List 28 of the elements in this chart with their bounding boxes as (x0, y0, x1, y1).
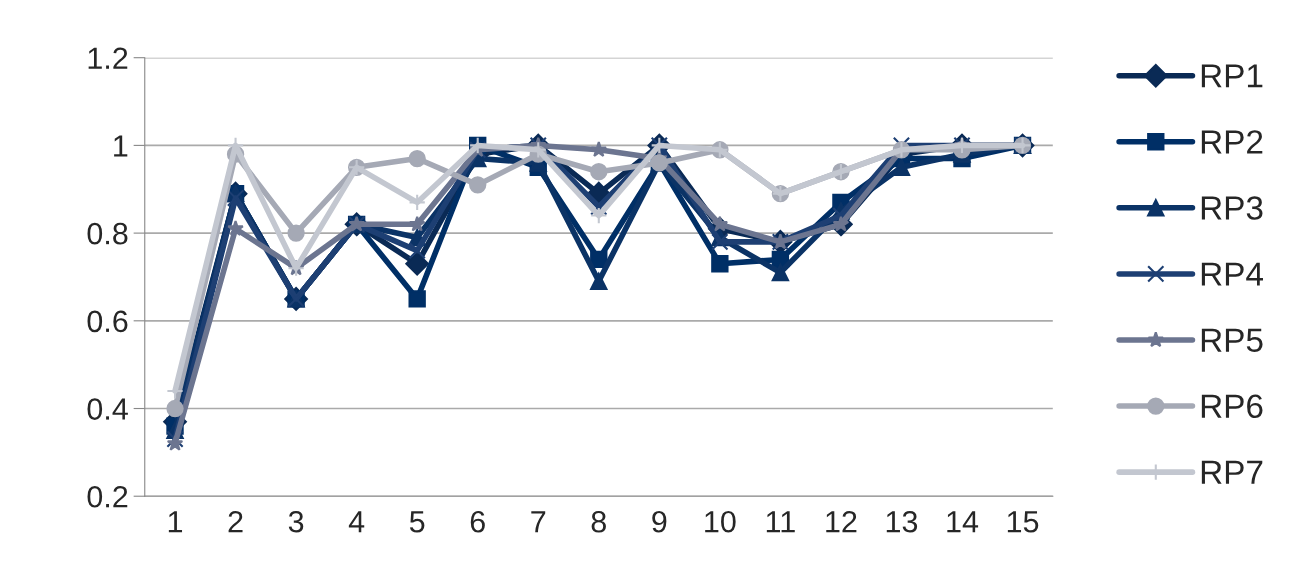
x-tick-label: 3 (288, 510, 304, 533)
x-tick-label: 6 (470, 510, 485, 533)
y-tick-label: 0.6 (87, 310, 128, 333)
x-tick-label: 4 (348, 511, 365, 533)
x-tick-label: 9 (652, 510, 667, 533)
legend-label: RP1 (1201, 64, 1263, 88)
x-tick-label: 7 (531, 511, 546, 533)
x-tick-label: 14 (947, 511, 979, 533)
x-tick-label: 11 (766, 511, 795, 533)
x-tick-label: 15 (1007, 511, 1039, 533)
x-tick-label: 8 (591, 510, 606, 533)
x-tick-label: 13 (886, 510, 918, 533)
x-tick-label: 12 (826, 510, 857, 533)
y-tick-label: 1.2 (88, 47, 128, 69)
y-tick-label: 0.8 (87, 222, 128, 245)
y-tick-label: 0.2 (87, 485, 128, 508)
legend-label: RP6 (1201, 394, 1263, 419)
x-tick-label: 10 (705, 510, 736, 533)
legend-label: RP7 (1201, 460, 1263, 484)
x-tick-label: 5 (409, 511, 425, 533)
legend-label: RP2 (1201, 130, 1263, 154)
legend-label: RP5 (1201, 328, 1263, 352)
legend-label: RP3 (1201, 196, 1263, 220)
x-tick-label: 2 (228, 510, 243, 533)
legend-label: RP4 (1201, 262, 1263, 286)
x-tick-label: 1 (168, 511, 183, 533)
y-tick-label: 0.4 (87, 398, 128, 420)
y-tick-label: 1 (114, 135, 128, 157)
